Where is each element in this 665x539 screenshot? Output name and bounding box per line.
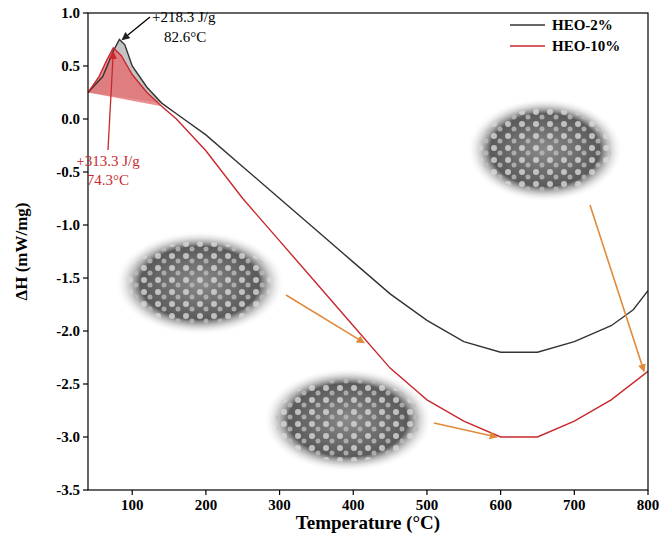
- y-tick-label: -2.0: [56, 323, 80, 339]
- x-tick: [132, 490, 133, 495]
- sem-image: [467, 98, 623, 202]
- x-tick-label: 300: [268, 497, 291, 513]
- x-tick: [500, 490, 501, 495]
- sem-image: [263, 368, 433, 472]
- inset-arrow: [286, 295, 364, 343]
- x-tick: [647, 490, 648, 495]
- y-tick-label: 0.0: [61, 111, 80, 127]
- y-tick: [83, 277, 88, 278]
- series-line: [88, 40, 648, 353]
- legend: HEO-2% HEO-10%: [510, 17, 620, 54]
- x-tick: [205, 490, 206, 495]
- x-tick-label: 700: [563, 497, 586, 513]
- sem-inset: [115, 231, 285, 335]
- legend-swatch: [510, 45, 545, 47]
- x-tick-label: 500: [416, 497, 439, 513]
- x-tick-label: 800: [637, 497, 660, 513]
- y-tick: [83, 65, 88, 66]
- y-tick: [83, 489, 88, 490]
- peak-enthalpy: +218.3 J/g: [152, 9, 216, 25]
- y-tick-label: -3.5: [56, 482, 80, 498]
- x-tick: [426, 490, 427, 495]
- x-tick: [279, 490, 280, 495]
- peak-arrow: [108, 52, 113, 150]
- chart: 1002003004005006007008001.00.50.0-0.5-1.…: [0, 0, 665, 539]
- x-tick-label: 100: [121, 497, 144, 513]
- x-tick-label: 600: [489, 497, 512, 513]
- legend-swatch: [510, 24, 545, 26]
- y-tick: [83, 224, 88, 225]
- y-tick: [83, 330, 88, 331]
- x-tick: [574, 490, 575, 495]
- y-tick: [83, 383, 88, 384]
- sem-image: [115, 231, 285, 335]
- sem-inset: [263, 368, 433, 472]
- y-tick-label: -1.5: [56, 270, 80, 286]
- plot-frame: [88, 13, 648, 490]
- legend-label: HEO-10%: [552, 38, 620, 54]
- inset-arrow: [434, 423, 497, 437]
- y-tick: [83, 118, 88, 119]
- y-tick: [83, 12, 88, 13]
- y-tick: [83, 436, 88, 437]
- sem-inset: [467, 98, 623, 202]
- sem-texture: [276, 378, 421, 461]
- y-tick-label: -1.0: [56, 217, 80, 233]
- x-axis-title: Temperature (°C): [296, 512, 440, 534]
- inset-arrow: [590, 205, 644, 371]
- y-axis-title: ΔH (mW/mg): [12, 203, 31, 301]
- x-tick: [353, 490, 354, 495]
- peak-temperature: 74.3°C: [87, 172, 129, 188]
- peak-enthalpy: +313.3 J/g: [76, 153, 140, 169]
- legend-label: HEO-2%: [552, 17, 613, 33]
- y-tick-label: 0.5: [61, 58, 80, 74]
- y-tick-label: -3.0: [56, 429, 80, 445]
- x-tick-label: 200: [195, 497, 218, 513]
- sem-texture: [479, 108, 612, 191]
- sem-texture: [128, 241, 273, 324]
- x-tick-label: 400: [342, 497, 365, 513]
- peak-temperature: 82.6°C: [164, 29, 206, 45]
- peak-arrow: [122, 17, 150, 40]
- y-tick-label: -2.5: [56, 376, 80, 392]
- y-tick-label: 1.0: [61, 5, 80, 21]
